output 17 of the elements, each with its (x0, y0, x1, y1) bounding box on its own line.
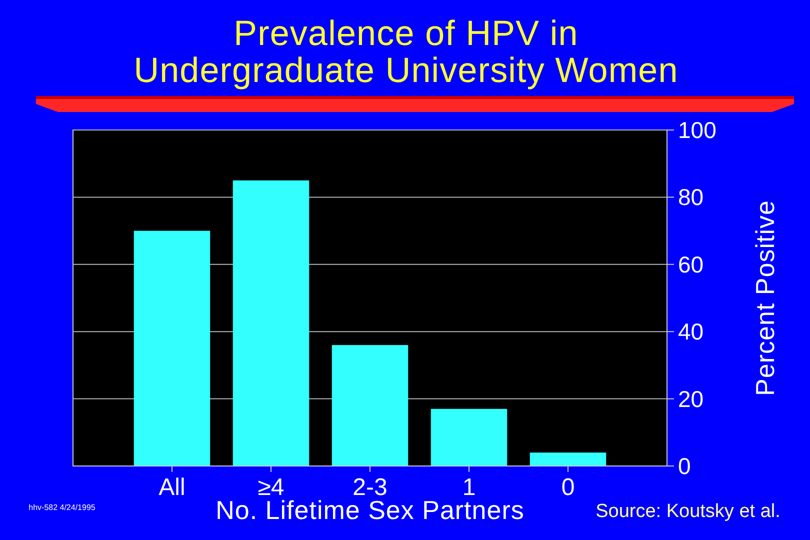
bar (232, 180, 310, 466)
x-tick-label: All (158, 474, 186, 501)
chart-title: Prevalence of HPV in Undergraduate University Women (134, 14, 678, 90)
source-note: Source: Koutsky et al. (596, 501, 780, 522)
y-tick-label: 20 (678, 386, 704, 412)
y-tick-label: 0 (678, 453, 691, 479)
bar (332, 345, 408, 466)
bar (134, 230, 210, 466)
text: hhv-582 4/24/1995 (28, 503, 96, 512)
bar (430, 408, 508, 466)
y-tick-label: 80 (678, 184, 704, 210)
bar (530, 452, 606, 466)
y-tick-label: 40 (678, 318, 704, 345)
y-axis-title: Percent Positive (750, 200, 780, 396)
y-tick-label: 100 (678, 117, 716, 143)
y-tick-label: 60 (678, 251, 704, 278)
x-tick-label: 0 (561, 474, 575, 501)
